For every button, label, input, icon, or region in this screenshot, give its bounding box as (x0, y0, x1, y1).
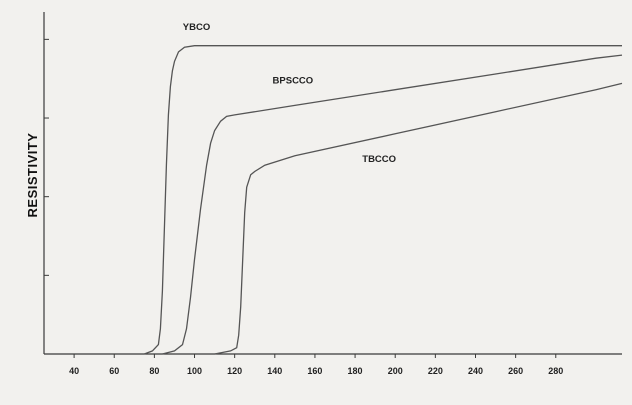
chart-series (144, 45, 623, 355)
x-tick-label-9: 220 (428, 366, 443, 376)
chart-labels: RESISTIVITY YBCO BPSCCO TBCCO (25, 22, 396, 218)
x-tick-label-12: 280 (548, 366, 563, 376)
y-axis-label: RESISTIVITY (25, 133, 40, 218)
x-tick-label-3: 100 (187, 366, 202, 376)
x-tick-label-2: 80 (149, 366, 159, 376)
series-label-tbcco: TBCCO (362, 154, 396, 165)
series-line-ybco (144, 45, 622, 355)
x-tick-label-5: 140 (267, 366, 282, 376)
x-tick-label-10: 240 (468, 366, 483, 376)
x-tick-label-11: 260 (508, 366, 523, 376)
x-tick-label-7: 180 (348, 366, 363, 376)
series-label-ybco: YBCO (183, 22, 210, 33)
x-tick-label-1: 60 (109, 366, 119, 376)
x-tick-label-0: 40 (69, 366, 79, 376)
x-tick-label-8: 200 (388, 366, 403, 376)
x-tick-label-6: 160 (307, 366, 322, 376)
chart-axes: 40 60 80 100 120 140 160 180 200 220 240 260 280 (43, 12, 622, 376)
series-line-bpscco (162, 54, 623, 355)
series-label-bpscco: BPSCCO (273, 75, 314, 86)
x-tick-label-4: 120 (227, 366, 242, 376)
series-line-tbcco (214, 82, 623, 355)
